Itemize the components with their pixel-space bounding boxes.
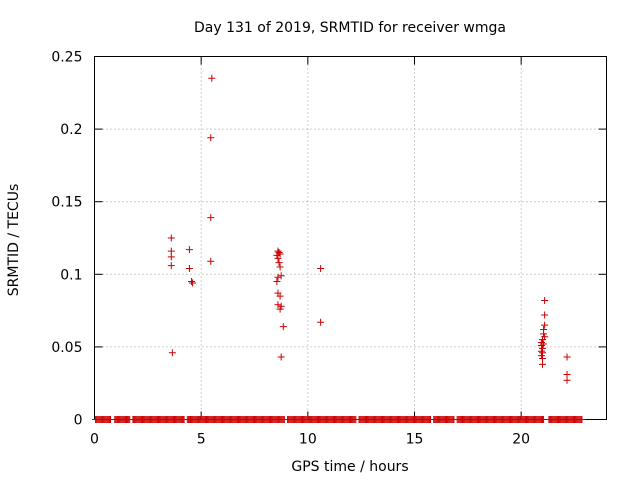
data-point xyxy=(276,263,284,271)
data-point xyxy=(275,249,283,257)
data-point xyxy=(317,318,325,326)
data-point xyxy=(274,273,282,281)
x-tick-label: 0 xyxy=(90,432,99,448)
y-tick-label: 0.25 xyxy=(51,50,82,66)
data-point xyxy=(276,292,284,300)
data-point xyxy=(185,264,193,272)
data-point xyxy=(167,253,175,261)
data-point xyxy=(276,305,284,313)
data-point xyxy=(563,376,571,384)
data-point xyxy=(277,302,285,310)
data-point-baseline xyxy=(578,416,586,423)
tick-labels: 0 0.05 0.1 0.15 0.2 0.25 0 5 10 15 20 xyxy=(51,50,530,448)
y-tick-label: 0.15 xyxy=(51,195,82,211)
grid xyxy=(94,56,607,420)
data-point xyxy=(540,330,548,338)
data-point xyxy=(540,340,548,348)
data-point xyxy=(274,254,282,262)
data-point xyxy=(273,278,281,286)
x-axis-label: GPS time / hours xyxy=(291,459,408,475)
data-point xyxy=(168,349,176,357)
data-point xyxy=(317,264,325,272)
y-tick-label: 0 xyxy=(74,413,83,429)
data-point xyxy=(207,214,215,222)
data-point xyxy=(277,272,285,280)
data-point xyxy=(167,262,175,270)
data-point xyxy=(275,259,283,267)
data-point xyxy=(277,353,285,361)
axis-ticks xyxy=(94,56,607,420)
x-tick-label: 10 xyxy=(299,432,317,448)
data-point xyxy=(279,323,287,331)
data-point xyxy=(541,333,549,341)
data-point xyxy=(208,74,216,82)
y-tick-label: 0.05 xyxy=(51,340,82,356)
data-point xyxy=(537,352,545,360)
y-axis-label: SRMTID / TECUs xyxy=(6,184,22,297)
data-point xyxy=(541,296,549,304)
data-point xyxy=(274,301,282,309)
x-tick-label: 20 xyxy=(512,432,530,448)
data-point xyxy=(189,279,197,287)
data-point xyxy=(539,360,546,368)
data-point xyxy=(207,134,215,142)
data-point xyxy=(541,321,549,329)
data-point xyxy=(276,250,284,258)
y-tick-label: 0.2 xyxy=(60,122,82,138)
data-point xyxy=(207,257,215,265)
data-point xyxy=(167,234,175,242)
x-tick-label: 15 xyxy=(406,432,424,448)
y-tick-label: 0.1 xyxy=(60,267,82,283)
x-tick-label: 5 xyxy=(197,432,206,448)
data-points xyxy=(92,74,586,423)
chart-title: Day 131 of 2019, SRMTID for receiver wmg… xyxy=(194,20,506,36)
data-point xyxy=(185,246,193,254)
data-point xyxy=(188,278,196,286)
data-point xyxy=(563,353,571,361)
data-point xyxy=(541,311,549,319)
